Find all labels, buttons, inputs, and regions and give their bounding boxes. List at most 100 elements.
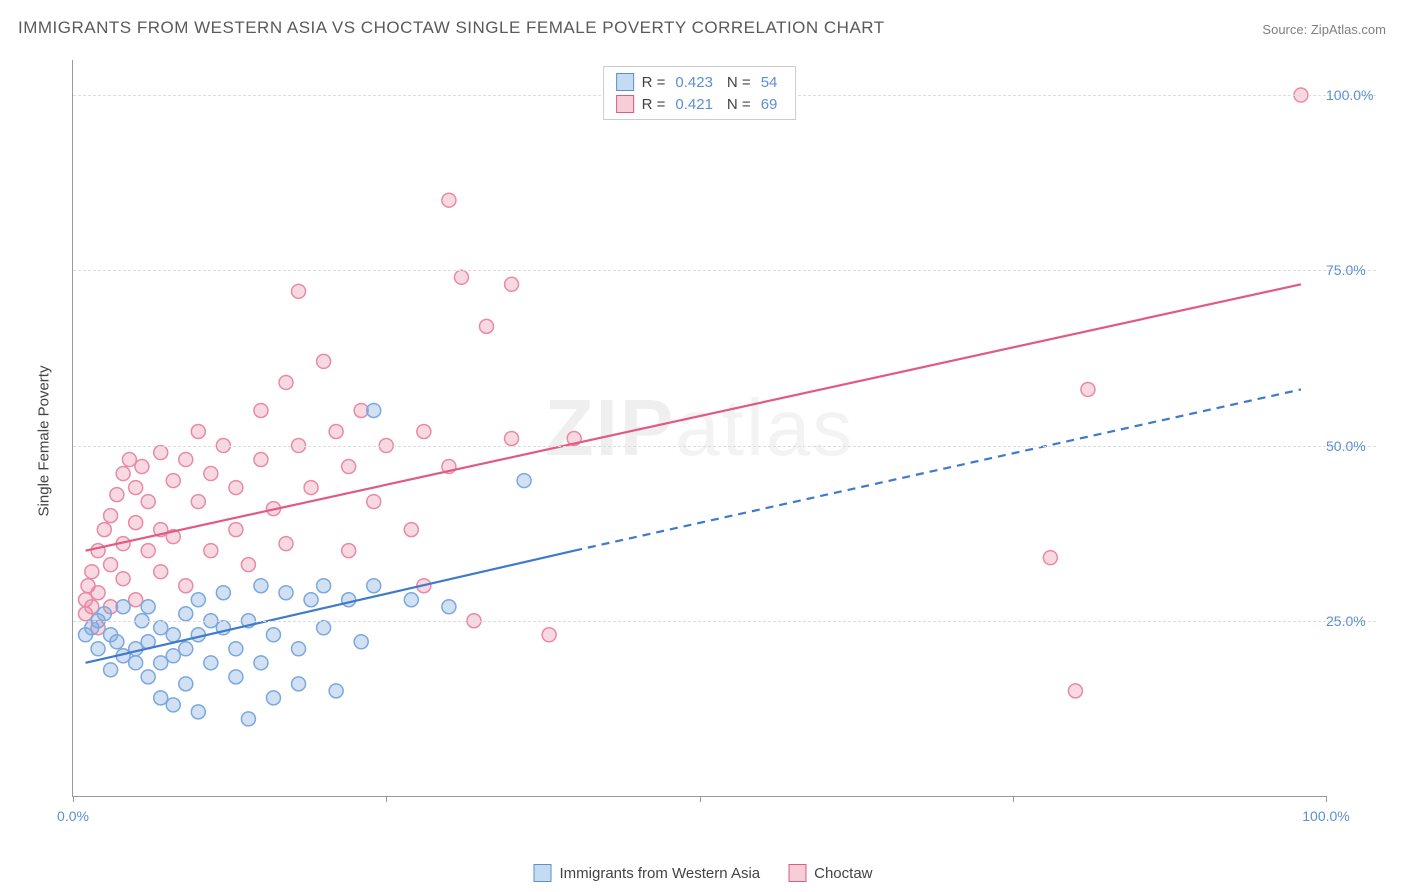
scatter-point [204,467,218,481]
scatter-point [317,621,331,635]
legend-swatch-blue [534,864,552,882]
scatter-point [179,453,193,467]
legend-item: Immigrants from Western Asia [534,864,761,882]
scatter-point [166,474,180,488]
scatter-point [129,656,143,670]
x-tick [700,796,701,802]
legend-row: R = 0.423 N = 54 [616,71,784,93]
correlation-legend: R = 0.423 N = 54 R = 0.421 N = 69 [603,66,797,120]
scatter-point [505,432,519,446]
scatter-point [292,284,306,298]
scatter-point [85,565,99,579]
n-value: 54 [761,74,778,91]
scatter-point [91,642,105,656]
scatter-point [97,523,111,537]
scatter-point [404,523,418,537]
x-tick [73,796,74,802]
scatter-point [110,635,124,649]
scatter-point [97,607,111,621]
scatter-point [1068,684,1082,698]
chart-area: Single Female Poverty ZIPatlas R = 0.423… [50,50,1386,832]
n-value: 69 [761,96,778,113]
scatter-point [141,670,155,684]
legend-label: Immigrants from Western Asia [560,865,761,882]
scatter-point [279,375,293,389]
x-tick [1013,796,1014,802]
scatter-point [241,558,255,572]
scatter-point [135,460,149,474]
scatter-point [254,403,268,417]
scatter-point [279,537,293,551]
scatter-point [229,523,243,537]
scatter-point [191,705,205,719]
scatter-point [479,319,493,333]
scatter-point [166,698,180,712]
scatter-point [1081,382,1095,396]
scatter-point [304,481,318,495]
gridline [73,270,1376,271]
scatter-point [191,495,205,509]
r-label: R = [642,74,666,91]
scatter-point [179,642,193,656]
n-label: N = [727,74,751,91]
scatter-point [179,579,193,593]
scatter-point [85,600,99,614]
x-tick [386,796,387,802]
scatter-point [404,593,418,607]
gridline [73,621,1376,622]
scatter-point [342,460,356,474]
y-tick-label: 50.0% [1326,438,1381,454]
source-label: Source: [1262,22,1307,37]
legend-swatch-pink [788,864,806,882]
gridline [73,446,1376,447]
scatter-point [116,467,130,481]
y-tick-label: 25.0% [1326,613,1381,629]
scatter-point [442,600,456,614]
source-link[interactable]: ZipAtlas.com [1311,22,1386,37]
scatter-point [154,565,168,579]
legend-row: R = 0.421 N = 69 [616,93,784,115]
y-axis-label: Single Female Poverty [36,366,53,517]
legend-label: Choctaw [814,865,872,882]
scatter-point [454,270,468,284]
trend-line [86,284,1301,550]
y-tick-label: 75.0% [1326,262,1381,278]
scatter-point [141,495,155,509]
legend-swatch-pink [616,95,634,113]
scatter-point [216,586,230,600]
scatter-point [254,656,268,670]
x-tick-label: 100.0% [1302,808,1349,824]
scatter-point [166,649,180,663]
scatter-point [329,684,343,698]
scatter-point [254,453,268,467]
r-value: 0.423 [675,74,713,91]
r-value: 0.421 [675,96,713,113]
scatter-point [191,593,205,607]
plot-region: ZIPatlas R = 0.423 N = 54 R = 0.421 N = … [72,60,1326,797]
scatter-point [166,628,180,642]
scatter-point [317,579,331,593]
scatter-point [104,663,118,677]
scatter-point [367,495,381,509]
scatter-point [116,600,130,614]
scatter-point [292,642,306,656]
scatter-point [122,453,136,467]
legend-swatch-blue [616,73,634,91]
scatter-point [154,656,168,670]
scatter-point [367,403,381,417]
scatter-point [342,544,356,558]
scatter-point [191,425,205,439]
scatter-point [442,193,456,207]
legend-item: Choctaw [788,864,872,882]
scatter-point [91,586,105,600]
n-label: N = [727,96,751,113]
scatter-svg [73,60,1326,796]
scatter-point [266,691,280,705]
scatter-point [104,558,118,572]
series-legend: Immigrants from Western Asia Choctaw [534,864,873,882]
scatter-point [229,670,243,684]
scatter-point [141,544,155,558]
scatter-point [229,481,243,495]
scatter-point [354,635,368,649]
trend-line [574,389,1301,550]
